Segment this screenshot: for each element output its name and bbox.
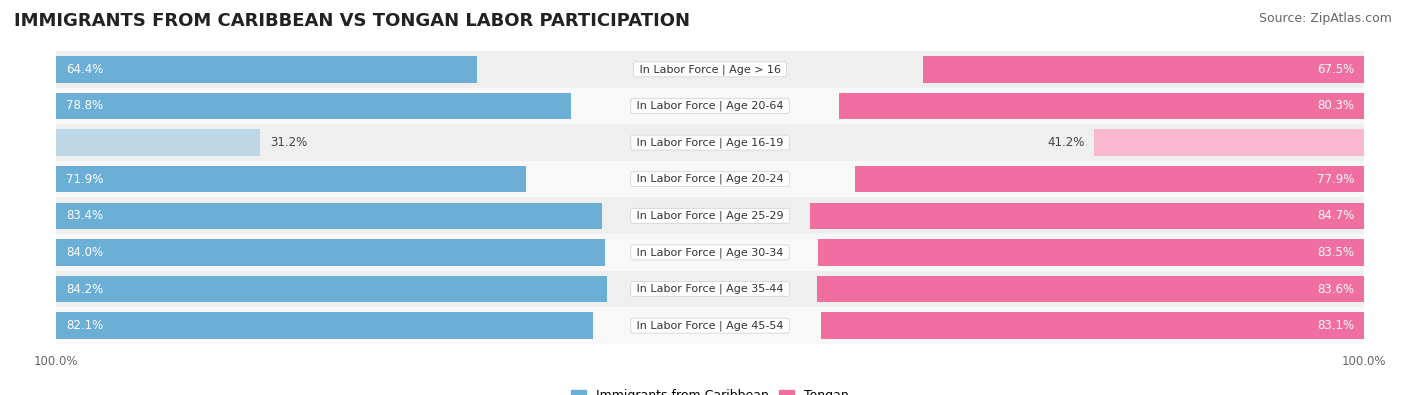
Bar: [810, 203, 1364, 229]
Text: 84.2%: 84.2%: [66, 282, 103, 295]
Bar: [56, 161, 1364, 198]
Bar: [56, 93, 571, 119]
Text: 83.1%: 83.1%: [1317, 319, 1354, 332]
Bar: [56, 56, 477, 83]
Text: In Labor Force | Age 16-19: In Labor Force | Age 16-19: [633, 137, 787, 148]
Text: In Labor Force | Age 30-34: In Labor Force | Age 30-34: [633, 247, 787, 258]
Bar: [56, 307, 1364, 344]
Bar: [922, 56, 1364, 83]
Bar: [1094, 130, 1364, 156]
Text: In Labor Force | Age 25-29: In Labor Force | Age 25-29: [633, 211, 787, 221]
Text: In Labor Force | Age 35-44: In Labor Force | Age 35-44: [633, 284, 787, 294]
Text: 67.5%: 67.5%: [1317, 63, 1354, 76]
Bar: [56, 198, 1364, 234]
Bar: [818, 239, 1364, 265]
Text: 84.0%: 84.0%: [66, 246, 103, 259]
Text: 78.8%: 78.8%: [66, 100, 103, 113]
Bar: [821, 312, 1364, 339]
Bar: [855, 166, 1364, 192]
Bar: [56, 51, 1364, 88]
Text: In Labor Force | Age 20-24: In Labor Force | Age 20-24: [633, 174, 787, 184]
Text: 83.5%: 83.5%: [1317, 246, 1354, 259]
Bar: [56, 88, 1364, 124]
Text: 80.3%: 80.3%: [1317, 100, 1354, 113]
Text: IMMIGRANTS FROM CARIBBEAN VS TONGAN LABOR PARTICIPATION: IMMIGRANTS FROM CARIBBEAN VS TONGAN LABO…: [14, 12, 690, 30]
Text: 77.9%: 77.9%: [1316, 173, 1354, 186]
Text: 64.4%: 64.4%: [66, 63, 104, 76]
Text: 82.1%: 82.1%: [66, 319, 103, 332]
Text: 71.9%: 71.9%: [66, 173, 104, 186]
Bar: [56, 312, 593, 339]
Bar: [56, 124, 1364, 161]
Text: 41.2%: 41.2%: [1047, 136, 1084, 149]
Text: 31.2%: 31.2%: [270, 136, 308, 149]
Legend: Immigrants from Caribbean, Tongan: Immigrants from Caribbean, Tongan: [567, 384, 853, 395]
Bar: [817, 276, 1364, 302]
Bar: [56, 271, 1364, 307]
Text: 84.7%: 84.7%: [1317, 209, 1354, 222]
Text: 83.6%: 83.6%: [1317, 282, 1354, 295]
Bar: [56, 203, 602, 229]
Text: In Labor Force | Age 45-54: In Labor Force | Age 45-54: [633, 320, 787, 331]
Text: Source: ZipAtlas.com: Source: ZipAtlas.com: [1258, 12, 1392, 25]
Text: In Labor Force | Age 20-64: In Labor Force | Age 20-64: [633, 101, 787, 111]
Text: 83.4%: 83.4%: [66, 209, 103, 222]
Bar: [56, 130, 260, 156]
Bar: [56, 276, 607, 302]
Bar: [839, 93, 1364, 119]
Bar: [56, 239, 606, 265]
Text: In Labor Force | Age > 16: In Labor Force | Age > 16: [636, 64, 785, 75]
Bar: [56, 234, 1364, 271]
Bar: [56, 166, 526, 192]
